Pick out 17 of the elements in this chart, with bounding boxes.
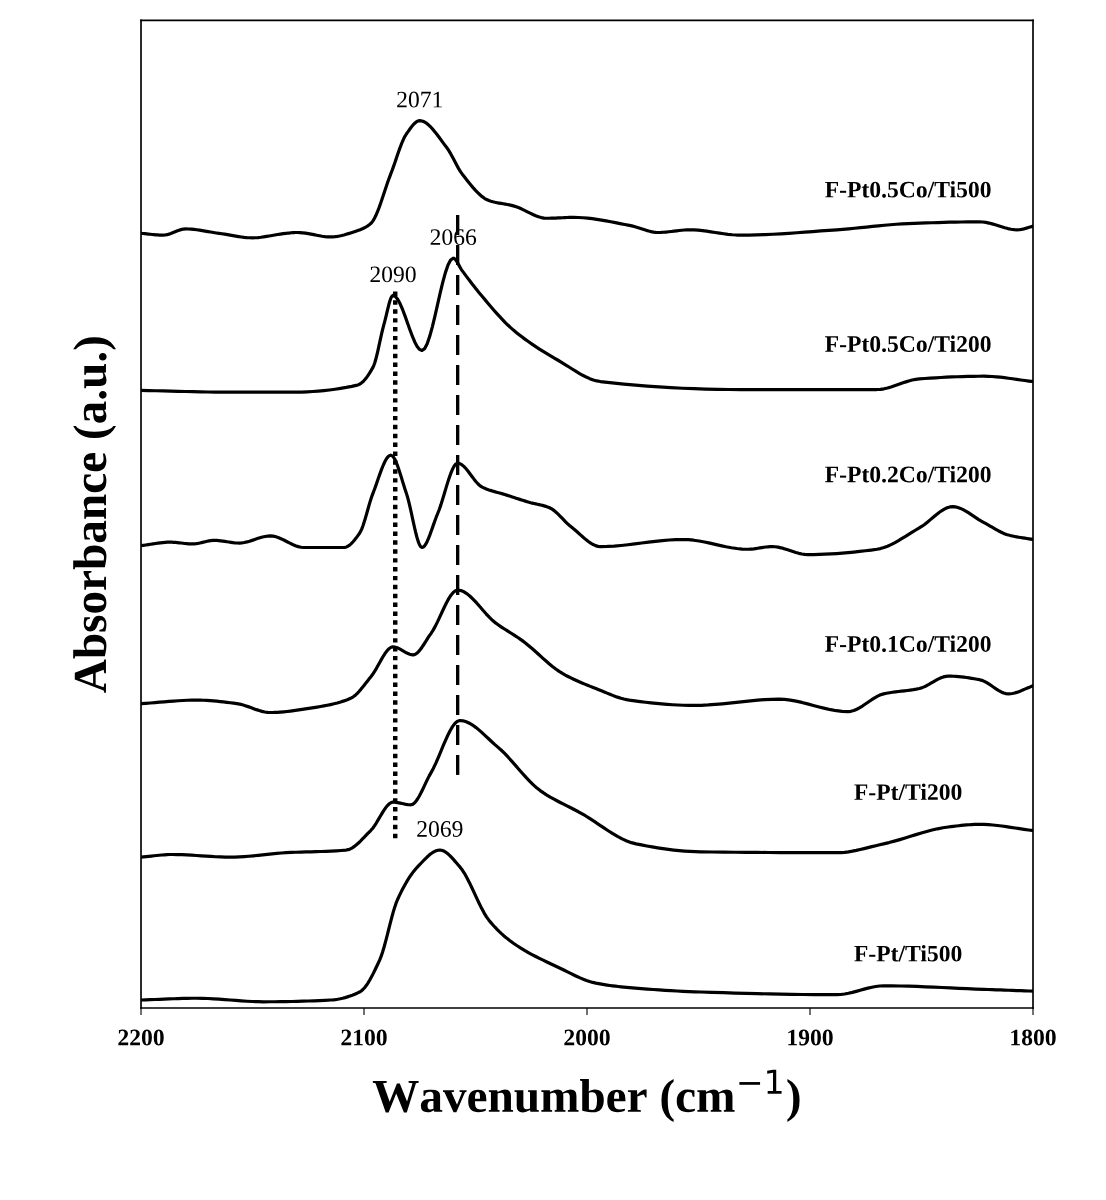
y-axis-title: Absorbance (a.u.) [73, 337, 117, 693]
x-tick-label: 1900 [788, 1029, 833, 1046]
annotation: 2069 [417, 820, 463, 837]
series-label: F-Pt/Ti500 [854, 944, 962, 962]
annotation: 2066 [430, 229, 477, 246]
x-tick-label: 2100 [341, 1029, 387, 1046]
series-label: F-Pt0.5Co/Ti500 [825, 180, 991, 198]
annotation: 2071 [397, 91, 442, 108]
series-label: F-Pt0.5Co/Ti200 [825, 335, 991, 353]
annotation: 2090 [370, 266, 416, 283]
series-label: F-Pt0.1Co/Ti200 [825, 635, 991, 652]
x-tick-label: 1800 [1011, 1029, 1056, 1046]
x-tick-label: 2000 [564, 1029, 610, 1046]
series-label: F-Pt0.2Co/Ti200 [825, 465, 991, 483]
series-label: F-Pt/Ti200 [854, 783, 962, 801]
x-tick-label: 2200 [118, 1029, 164, 1046]
x-axis-title: Wavenumber (cm$^{−1}$) [372, 1069, 800, 1122]
